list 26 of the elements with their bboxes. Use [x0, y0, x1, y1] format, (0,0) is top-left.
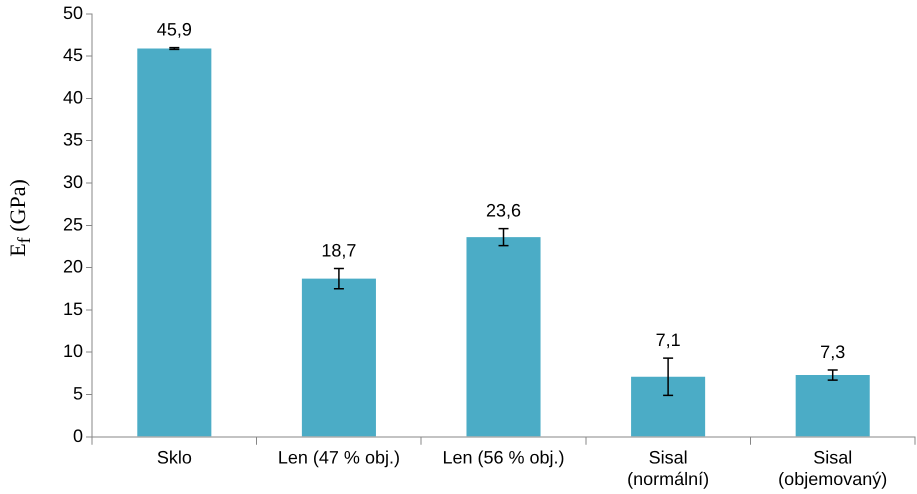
y-tick-label: 50 [62, 2, 84, 23]
y-tick-label: 10 [62, 341, 84, 362]
y-tick-label: 35 [62, 130, 84, 150]
bar [137, 48, 212, 436]
y-tick-label: 45 [62, 45, 84, 66]
y-tick-label: 30 [62, 172, 84, 192]
x-tick-label: Len (47 % obj.) [278, 448, 400, 468]
data-label: 7,1 [656, 330, 681, 350]
y-tick-label: 20 [62, 256, 84, 277]
data-label: 18,7 [321, 240, 356, 260]
data-label: 45,9 [156, 20, 192, 40]
y-tick-label: 40 [62, 87, 84, 108]
data-label: 23,6 [486, 200, 522, 221]
y-tick-label: 5 [73, 383, 84, 404]
y-tick-label: 15 [62, 298, 84, 319]
data-label: 7,3 [820, 342, 846, 362]
y-tick-label: 0 [73, 426, 84, 446]
bar [796, 375, 870, 436]
x-tick-label: Sklo [156, 448, 192, 468]
bar [466, 237, 541, 436]
x-tick-label: Len (56 % obj.) [442, 448, 565, 468]
bar [631, 376, 706, 436]
bar [302, 278, 376, 436]
y-tick-label: 25 [62, 214, 84, 234]
x-tick-label: Sisal (objemovaný) [778, 448, 888, 490]
x-tick-label: Sisal (normální) [627, 448, 710, 490]
